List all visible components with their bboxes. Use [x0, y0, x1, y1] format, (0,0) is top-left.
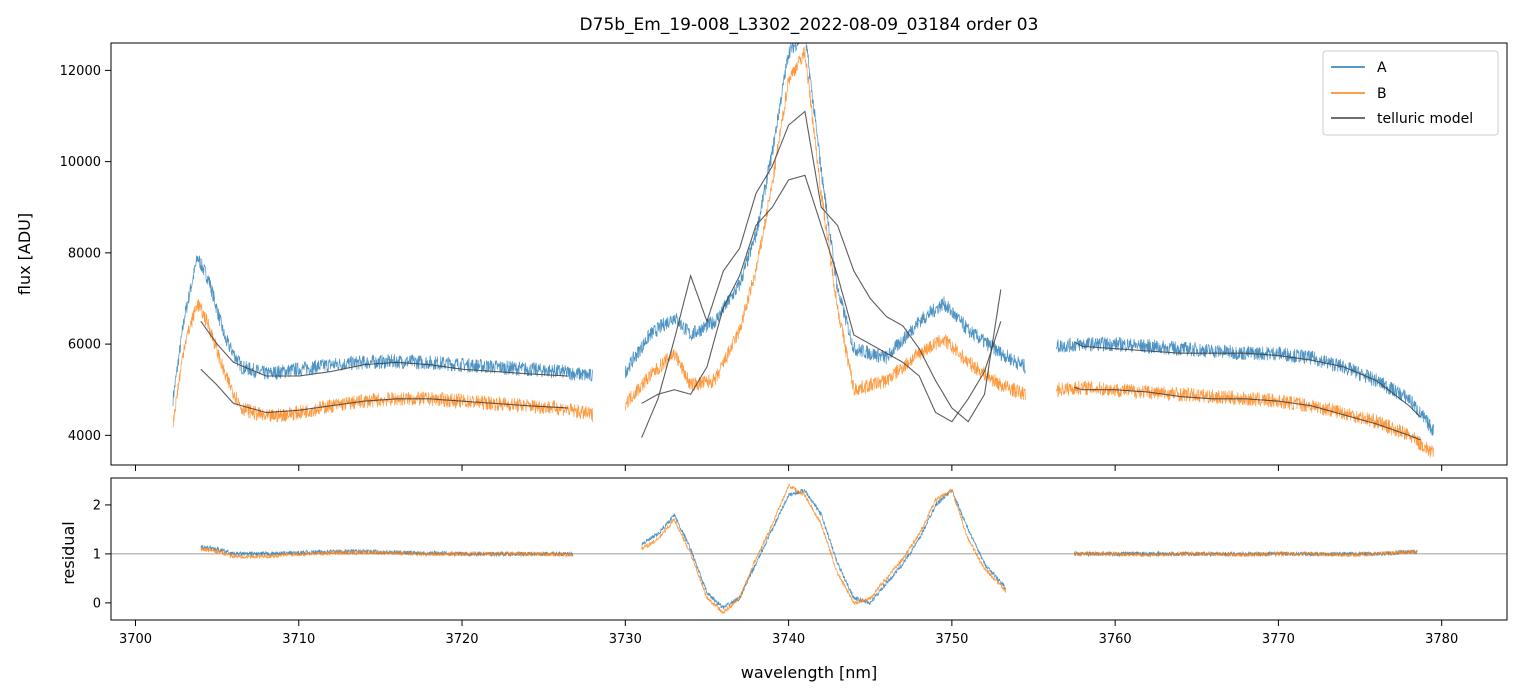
series-telluric-model-segment-5: [1074, 386, 1421, 441]
residual-y-tick-label-2: 2: [93, 498, 101, 513]
series-a-segment-1: [641, 488, 1007, 610]
residual-x-tick-label-3780: 3780: [1425, 632, 1458, 647]
flux-panel: 4000 6000 8000 10000 12000 flux [ADU] A B te…: [15, 42, 1508, 471]
chart-title: D75b_Em_19-008_L3302_2022-08-09_03184 or…: [580, 15, 1039, 35]
series-b-segment-1: [624, 46, 1026, 411]
series-a-segment-1: [624, 43, 1026, 379]
flux-panel-background: [111, 43, 1507, 465]
flux-plot-area: [172, 43, 1434, 458]
flux-x-ticks: [134, 465, 1443, 471]
series-a-segment-2: [1056, 336, 1434, 436]
residual-x-tick-label-3700: 3700: [119, 632, 152, 647]
series-telluric-model-segment-0: [200, 320, 569, 377]
residual-x-tick-label-3710: 3710: [282, 632, 315, 647]
series-b-segment-0: [200, 547, 574, 560]
series-telluric-model-segment-2: [641, 110, 1002, 438]
residual-x-ticks: 3700 3710 3720 3730 3740 3750 3760 3770 3780: [119, 620, 1458, 647]
series-telluric-model-segment-1: [200, 368, 569, 414]
legend-label-telluric: telluric model: [1377, 111, 1473, 127]
flux-y-axis-label: flux [ADU]: [15, 213, 34, 295]
residual-x-tick-label-3750: 3750: [935, 632, 968, 647]
legend-label-b: B: [1377, 86, 1387, 102]
residual-x-tick-label-3760: 3760: [1099, 632, 1132, 647]
residual-x-tick-label-3720: 3720: [445, 632, 478, 647]
series-telluric-model-segment-3: [641, 174, 1002, 423]
residual-plot-area: [111, 482, 1507, 615]
series-b-segment-2: [1073, 549, 1418, 559]
residual-y-tick-label-1: 1: [93, 547, 101, 562]
flux-y-tick-label-12000: 12000: [60, 64, 101, 79]
legend-label-a: A: [1377, 60, 1387, 76]
flux-panel-frame: [110, 42, 1508, 466]
flux-y-tick-label-6000: 6000: [68, 338, 101, 353]
residual-x-tick-label-3740: 3740: [772, 632, 805, 647]
residual-x-tick-label-3730: 3730: [609, 632, 642, 647]
flux-y-tick-label-4000: 4000: [68, 429, 101, 444]
residual-y-tick-label-0: 0: [93, 596, 101, 611]
flux-y-ticks: 4000 6000 8000 10000 12000: [60, 64, 111, 444]
series-telluric-model-segment-4: [1074, 341, 1421, 418]
residual-panel-background: [111, 478, 1507, 620]
flux-y-tick-label-10000: 10000: [60, 155, 101, 170]
residual-x-tick-label-3770: 3770: [1262, 632, 1295, 647]
flux-y-tick-label-8000: 8000: [68, 246, 101, 261]
legend-box: [1322, 50, 1499, 136]
x-axis-label: wavelength [nm]: [741, 663, 878, 682]
residual-y-axis-label: residual: [59, 521, 78, 584]
residual-y-ticks: 0 1 2: [93, 498, 111, 611]
residual-panel-frame: [110, 477, 1508, 621]
legend: A B telluric model: [1322, 50, 1499, 136]
series-b-segment-1: [641, 482, 1007, 615]
residual-panel: 0 1 2 3700 3710 3720 3730 3740 3750 3760 3770 3780…: [59, 477, 1508, 647]
